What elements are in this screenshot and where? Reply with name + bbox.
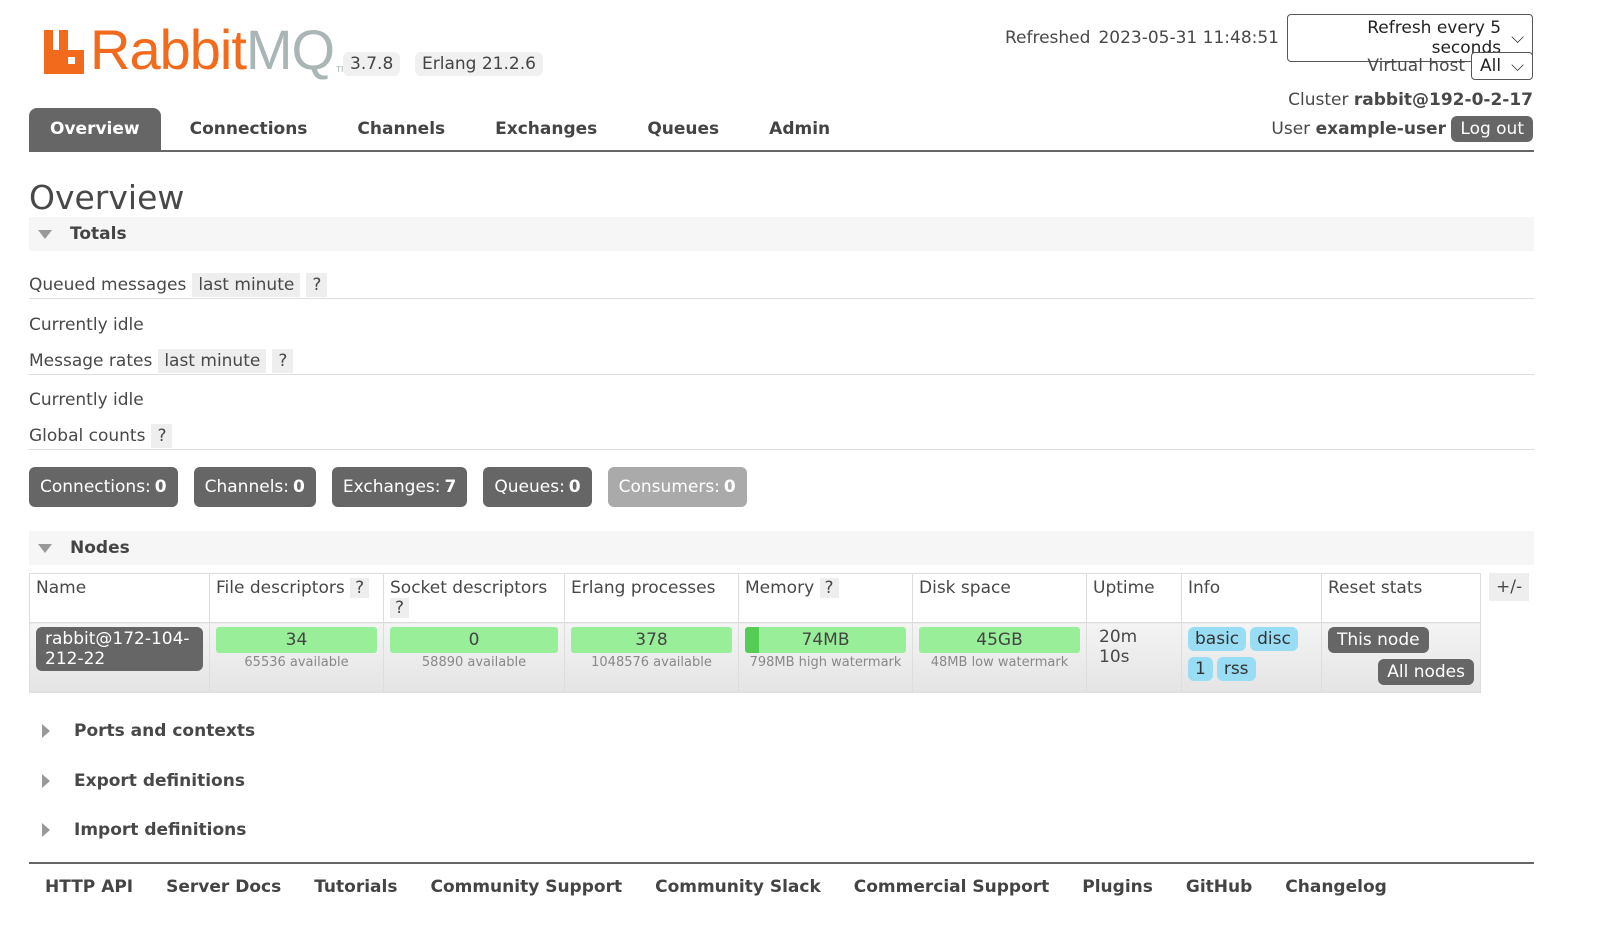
totals-section-toggle[interactable]: Totals [29,217,1534,251]
node-name-link[interactable]: rabbit@172-104-212-22 [36,627,203,671]
refreshed-time: 2023-05-31 11:48:51 [1098,28,1279,48]
rates-idle-text: Currently idle [29,390,144,410]
queued-range-button[interactable]: last minute [192,272,301,297]
tab-overview[interactable]: Overview [29,108,161,150]
memory-bar-fill [745,627,760,653]
col-name: Name [29,573,210,623]
socket-descriptors-bar: 0 [390,627,558,653]
connections-count-button[interactable]: Connections: 0 [29,467,178,507]
footer-links: HTTP API Server Docs Tutorials Community… [29,862,1534,897]
col-memory: Memory ? [738,573,913,623]
help-button[interactable]: ? [306,272,328,297]
refreshed-label: Refreshed [1004,28,1091,48]
toggle-columns-button[interactable]: +/- [1489,573,1530,601]
page-title: Overview [29,178,185,217]
triangle-right-icon [42,823,50,837]
main-nav: Overview Connections Channels Exchanges … [29,108,1534,152]
tab-admin[interactable]: Admin [769,119,831,139]
help-button[interactable]: ? [350,578,370,598]
help-button[interactable]: ? [819,578,839,598]
erlang-processes-bar: 378 [571,627,732,653]
rabbitmq-logo-icon [44,30,84,74]
virtual-host-label: Virtual host [1367,56,1466,76]
virtual-host-select[interactable]: All ⌵ [1471,52,1533,80]
erlang-version-badge: Erlang 21.2.6 [415,52,543,76]
footer-link-community-slack[interactable]: Community Slack [655,877,821,897]
cluster-name: rabbit@192-0-2-17 [1353,90,1533,110]
footer-link-commercial-support[interactable]: Commercial Support [853,877,1050,897]
cluster-label: Cluster [1288,90,1349,110]
col-info: Info [1181,573,1322,623]
tab-exchanges[interactable]: Exchanges [495,119,598,139]
footer-link-github[interactable]: GitHub [1185,877,1253,897]
tab-channels[interactable]: Channels [357,119,446,139]
uptime-value: 20m 10s [1086,622,1182,693]
info-tag: 1 [1188,657,1213,681]
user-label: User [1271,119,1311,139]
col-uptime: Uptime [1086,573,1182,623]
file-descriptors-bar: 34 [216,627,377,653]
footer-link-http-api[interactable]: HTTP API [45,877,134,897]
footer-link-community-support[interactable]: Community Support [430,877,623,897]
info-tag: basic [1188,627,1247,651]
triangle-right-icon [42,774,50,788]
chevron-down-icon: ⌵ [1511,56,1524,76]
reset-all-nodes-button[interactable]: All nodes [1378,659,1474,685]
message-rates-label: Message rates [29,350,153,371]
reset-this-node-button[interactable]: This node [1328,627,1429,653]
table-row: rabbit@172-104-212-22 34 65536 available … [29,622,1481,693]
help-button[interactable]: ? [272,348,294,373]
memory-bar: 74MB [745,627,906,653]
exchanges-count-button[interactable]: Exchanges: 7 [331,467,468,507]
info-tag: rss [1216,657,1256,681]
help-button[interactable]: ? [390,598,410,618]
export-definitions-toggle[interactable]: Export definitions [29,767,1534,795]
logout-button[interactable]: Log out [1451,116,1533,142]
rabbitmq-logo: RabbitMQ TM [44,22,348,78]
chevron-down-icon: ⌵ [1511,28,1524,48]
footer-link-changelog[interactable]: Changelog [1285,877,1387,897]
ports-contexts-toggle[interactable]: Ports and contexts [29,717,1534,745]
queues-count-button[interactable]: Queues: 0 [483,467,592,507]
footer-link-server-docs[interactable]: Server Docs [166,877,282,897]
help-button[interactable]: ? [151,423,173,448]
rates-range-button[interactable]: last minute [158,348,267,373]
info-tag: disc [1250,627,1298,651]
nodes-section-toggle[interactable]: Nodes [29,531,1534,565]
tab-queues[interactable]: Queues [647,119,720,139]
triangle-right-icon [42,724,50,738]
footer-link-tutorials[interactable]: Tutorials [314,877,398,897]
refresh-interval-select[interactable]: Refresh every 5 seconds ⌵ [1287,14,1533,62]
user-name: example-user [1315,119,1446,139]
queued-messages-label: Queued messages [29,274,187,295]
triangle-down-icon [38,229,52,239]
version-badge: 3.7.8 [343,52,401,76]
consumers-count: Consumers: 0 [607,467,747,507]
col-file-descriptors: File descriptors ? [209,573,384,623]
col-socket-descriptors: Socket descriptors? [383,573,565,623]
global-counts-label: Global counts [29,425,146,446]
footer-link-plugins[interactable]: Plugins [1082,877,1153,897]
import-definitions-toggle[interactable]: Import definitions [29,816,1534,844]
channels-count-button[interactable]: Channels: 0 [193,467,316,507]
triangle-down-icon [38,543,52,553]
tab-connections[interactable]: Connections [189,119,308,139]
col-reset-stats: Reset stats [1321,573,1481,623]
col-erlang-processes: Erlang processes [564,573,739,623]
col-disk-space: Disk space [912,573,1087,623]
queued-idle-text: Currently idle [29,315,144,335]
disk-space-bar: 45GB [919,627,1080,653]
nodes-table: Name File descriptors ? Socket descripto… [29,573,1481,693]
